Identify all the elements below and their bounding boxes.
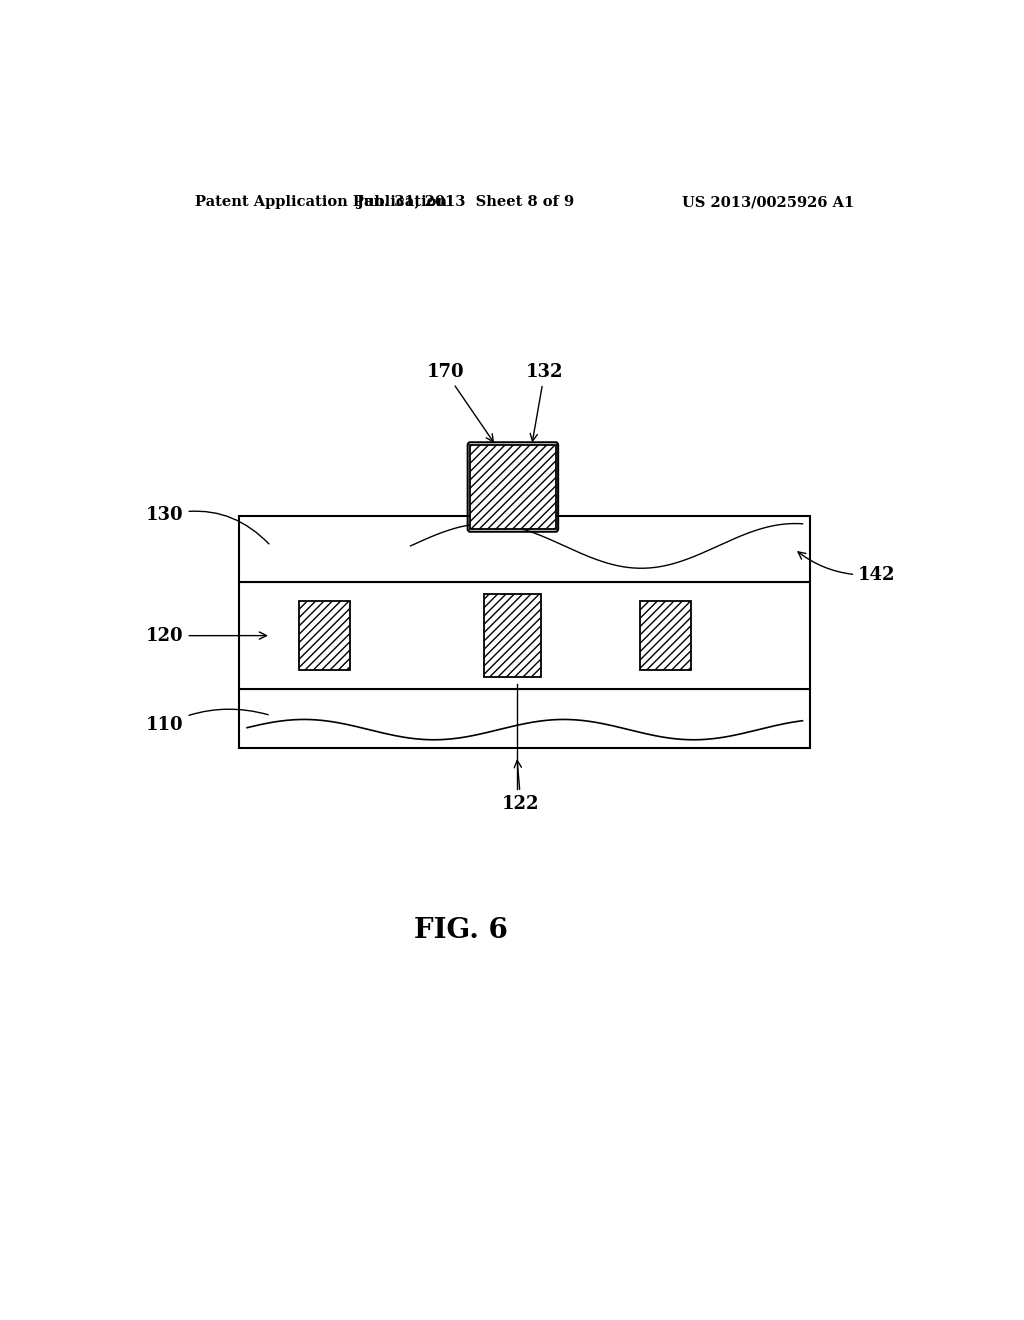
Text: 120: 120 — [146, 627, 266, 644]
Text: 110: 110 — [146, 709, 268, 734]
Bar — [484, 594, 542, 677]
Text: 130: 130 — [146, 507, 269, 544]
Bar — [240, 516, 811, 582]
Text: 170: 170 — [427, 363, 494, 442]
Text: 122: 122 — [502, 760, 540, 813]
Text: Patent Application Publication: Patent Application Publication — [196, 195, 447, 209]
Bar — [640, 601, 691, 671]
Bar — [240, 582, 811, 689]
Bar — [240, 689, 811, 748]
Bar — [470, 445, 556, 529]
Text: US 2013/0025926 A1: US 2013/0025926 A1 — [682, 195, 854, 209]
Text: Jan. 31, 2013  Sheet 8 of 9: Jan. 31, 2013 Sheet 8 of 9 — [356, 195, 573, 209]
Bar — [299, 601, 350, 671]
Text: 142: 142 — [798, 552, 896, 583]
Text: 132: 132 — [526, 363, 563, 441]
Text: FIG. 6: FIG. 6 — [415, 917, 508, 944]
